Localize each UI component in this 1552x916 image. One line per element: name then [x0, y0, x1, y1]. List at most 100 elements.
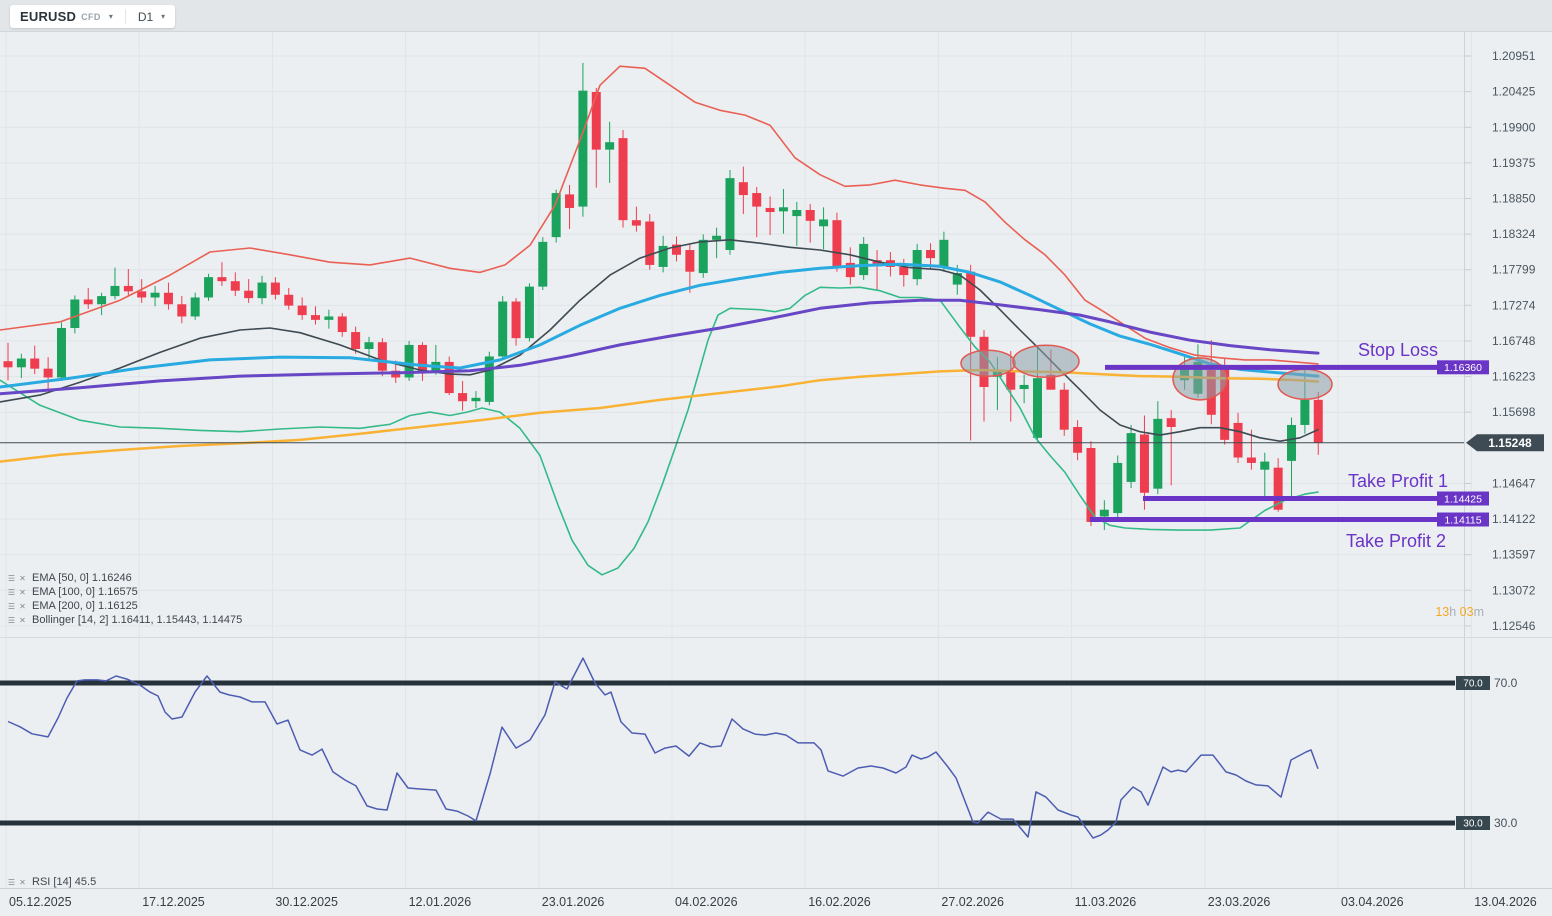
candle-body [70, 299, 80, 328]
indicator-remove-icon[interactable]: ✕ [19, 601, 26, 611]
highlight-ellipse[interactable] [1277, 368, 1333, 401]
time-axis-label[interactable]: 16.02.2026 [808, 895, 871, 909]
candle [110, 267, 120, 300]
price-axis-label[interactable]: 1.16748 [1492, 334, 1536, 348]
price-axis-label[interactable]: 1.20951 [1492, 49, 1536, 63]
symbol-dropdown-caret-icon[interactable]: ▾ [108, 12, 113, 21]
candle [43, 357, 53, 391]
candle [217, 262, 227, 286]
candle-body [1113, 462, 1123, 514]
candle-body [926, 250, 936, 259]
price-axis-label[interactable]: 1.19375 [1492, 156, 1536, 170]
highlight-ellipse[interactable] [1012, 344, 1080, 378]
price-axis-label[interactable]: 1.14647 [1492, 476, 1536, 490]
candle-body [1126, 433, 1136, 482]
indicator-2-label: EMA [200, 0] 1.16125 [32, 600, 138, 612]
candle-body [511, 301, 521, 339]
candle [1086, 441, 1096, 526]
candle [3, 342, 13, 381]
price-axis-label[interactable]: 1.18850 [1492, 191, 1536, 205]
price-axis-label[interactable]: 1.17274 [1492, 298, 1536, 312]
price-axis-label[interactable]: 1.20425 [1492, 85, 1536, 99]
time-axis-label[interactable]: 12.01.2026 [409, 895, 472, 909]
candle-body [204, 277, 214, 298]
current-price-badge: 1.15248 [1466, 434, 1544, 452]
price-axis-label[interactable]: 1.16223 [1492, 370, 1536, 384]
candle [1313, 391, 1323, 455]
time-axis-label[interactable]: 13.04.2026 [1474, 895, 1537, 909]
rsi-upper-level-badge[interactable]: 70.0 [1456, 676, 1490, 690]
time-axis-label[interactable]: 30.12.2025 [275, 895, 338, 909]
highlight-ellipse[interactable] [1172, 357, 1228, 401]
price-axis-label[interactable]: 1.15698 [1492, 405, 1536, 419]
candle [351, 326, 361, 354]
take-profit-2-price-badge[interactable]: 1.14115 [1437, 512, 1489, 527]
price-axis-label[interactable]: 1.14122 [1492, 512, 1536, 526]
candle-body [605, 142, 615, 150]
time-axis-label[interactable]: 17.12.2025 [142, 895, 205, 909]
candle [1260, 452, 1270, 497]
take-profit-1-annotation[interactable]: Take Profit 1 [1348, 471, 1448, 491]
candle-body [137, 291, 147, 298]
candle-body [966, 271, 976, 337]
bollinger-lower-line [0, 286, 1319, 576]
indicator-remove-icon[interactable]: ✕ [19, 615, 26, 625]
candle [778, 188, 788, 234]
candle-body [712, 235, 722, 240]
candle [150, 285, 160, 307]
chart-toolbar: EURUSD CFD ▾ D1 ▾ [0, 0, 1552, 32]
symbol-selector[interactable]: EURUSD [20, 9, 77, 24]
candle-body [538, 241, 548, 287]
price-axis-label[interactable]: 1.19900 [1492, 120, 1536, 134]
indicator-settings-icon[interactable]: ☰ [7, 587, 16, 597]
price-axis-label[interactable]: 1.13597 [1492, 548, 1536, 562]
indicator-settings-icon[interactable]: ☰ [7, 877, 16, 887]
stop-loss-price-badge[interactable]: 1.16360 [1437, 360, 1489, 375]
candle [83, 287, 93, 309]
candle [631, 206, 641, 232]
candle [1113, 455, 1123, 520]
indicator-remove-icon[interactable]: ✕ [19, 587, 26, 597]
take-profit-2-annotation[interactable]: Take Profit 2 [1346, 531, 1446, 551]
time-axis-label[interactable]: 03.04.2026 [1341, 895, 1404, 909]
candle-body [618, 138, 628, 221]
candle-body [1260, 461, 1270, 470]
indicator-0-label: EMA [50, 0] 1.16246 [32, 572, 132, 584]
candle [511, 298, 521, 346]
svg-text:1.15248: 1.15248 [1488, 436, 1532, 450]
indicator-settings-icon[interactable]: ☰ [7, 573, 16, 583]
candle [605, 121, 615, 183]
indicator-remove-icon[interactable]: ✕ [19, 573, 26, 583]
candle-body [1099, 509, 1109, 517]
candle-body [832, 220, 842, 268]
time-axis-label[interactable]: 04.02.2026 [675, 895, 738, 909]
stop-loss-annotation[interactable]: Stop Loss [1358, 340, 1438, 360]
candle [1073, 420, 1083, 461]
rsi-lower-level-badge[interactable]: 30.0 [1456, 816, 1490, 830]
indicator-settings-icon[interactable]: ☰ [7, 615, 16, 625]
time-axis-label[interactable]: 05.12.2025 [9, 895, 72, 909]
svg-text:1.14115: 1.14115 [1444, 514, 1481, 526]
svg-text:1.16360: 1.16360 [1444, 362, 1482, 374]
market-type-label: CFD [81, 11, 101, 22]
price-axis-label[interactable]: 1.17799 [1492, 263, 1536, 277]
take-profit-1-price-badge[interactable]: 1.14425 [1437, 491, 1489, 506]
price-axis-label[interactable]: 1.18324 [1492, 227, 1536, 241]
svg-text:30.0: 30.0 [1463, 819, 1483, 830]
candle [123, 268, 133, 297]
indicator-settings-icon[interactable]: ☰ [7, 601, 16, 611]
price-axis-label[interactable]: 1.12546 [1492, 619, 1536, 633]
time-axis-label[interactable]: 11.03.2026 [1075, 895, 1137, 909]
time-axis-label[interactable]: 23.01.2026 [542, 895, 605, 909]
indicator-remove-icon[interactable]: ✕ [19, 877, 26, 887]
timeframe-dropdown-caret-icon[interactable]: ▾ [161, 12, 166, 21]
candle [752, 186, 762, 238]
price-axis-label[interactable]: 1.13072 [1492, 583, 1536, 597]
highlight-ellipse[interactable] [960, 349, 1016, 377]
candle-body [1019, 384, 1029, 390]
candle-body [1139, 434, 1149, 493]
time-axis-label[interactable]: 27.02.2026 [941, 895, 1004, 909]
time-axis-label[interactable]: 23.03.2026 [1208, 895, 1271, 909]
timeframe-selector[interactable]: D1 [137, 9, 154, 24]
